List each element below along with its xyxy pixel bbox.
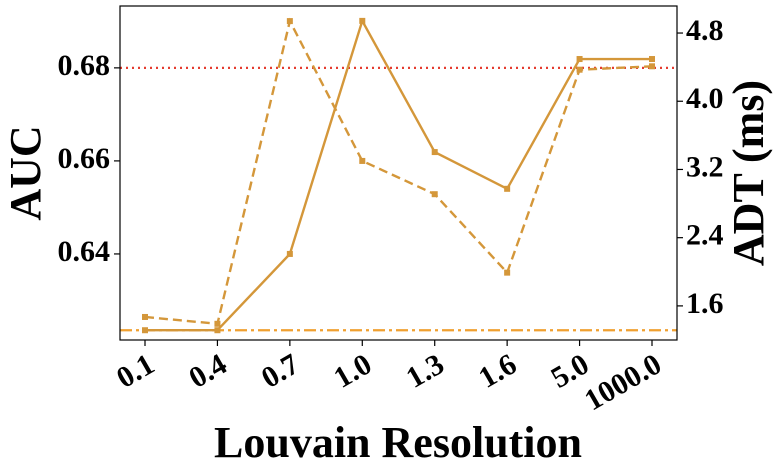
x-tick-label: 1.3: [401, 347, 450, 394]
y-tick-label: 0.66: [58, 142, 111, 175]
x-axis-label: Louvain Resolution: [214, 418, 582, 467]
x-tick-label: 0.7: [256, 347, 305, 394]
x-tick-label: 0.1: [111, 347, 160, 394]
point-marker: [504, 269, 511, 276]
y2-tick-label: 3.2: [686, 150, 724, 183]
point-marker: [359, 157, 366, 164]
point-marker: [431, 191, 438, 198]
y2-tick-label: 2.4: [686, 219, 724, 252]
series-line: [145, 17, 652, 332]
point-marker: [142, 327, 148, 334]
x-tick-label: 1000.0: [579, 347, 667, 417]
y-tick-label: 0.64: [58, 235, 111, 268]
point-marker: [504, 185, 511, 192]
plot-frame: [119, 5, 678, 341]
point-marker: [286, 250, 293, 257]
x-tick-label: 1.0: [328, 347, 377, 394]
point-marker: [431, 149, 438, 156]
point-marker: [576, 56, 583, 63]
y2-tick-label: 4.8: [686, 14, 724, 47]
point-marker: [649, 56, 655, 63]
x-tick-label: 1.6: [473, 347, 522, 394]
point-marker: [576, 66, 583, 73]
y-axis-label: AUC: [1, 125, 50, 220]
series-line: [144, 17, 653, 326]
y2-axis-label: ADT (ms): [724, 80, 773, 266]
point-marker: [286, 18, 293, 25]
point-marker: [214, 320, 221, 327]
point-marker: [142, 313, 148, 320]
y-tick-label: 0.68: [58, 49, 111, 82]
point-marker: [359, 17, 366, 24]
point-marker: [649, 63, 655, 70]
y2-tick-label: 1.6: [686, 287, 724, 320]
x-tick-label: 0.4: [183, 347, 232, 394]
y2-tick-label: 4.0: [686, 82, 724, 115]
point-marker: [214, 327, 221, 334]
